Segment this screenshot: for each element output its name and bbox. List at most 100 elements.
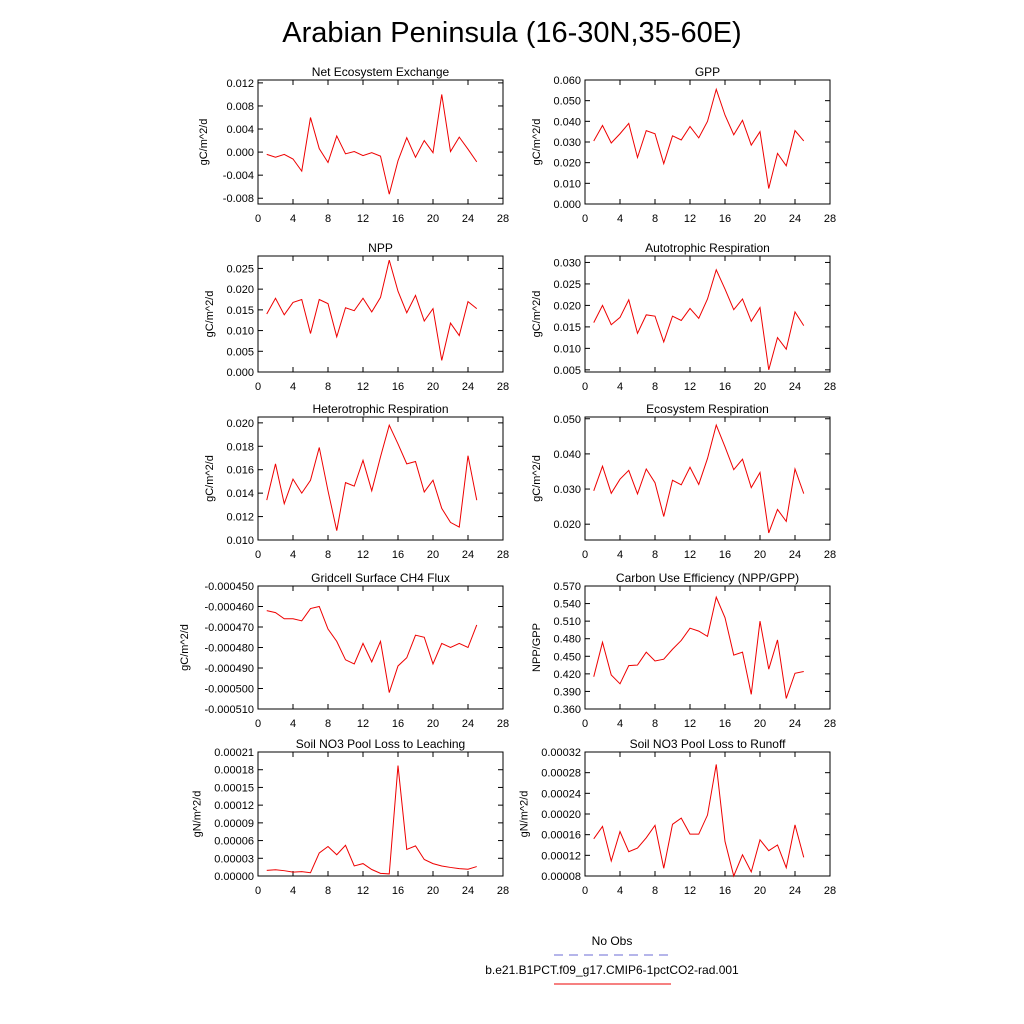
- y-tick-label: 0.00018: [214, 765, 254, 777]
- y-tick-label: 0.020: [226, 284, 254, 296]
- x-tick-label: 12: [684, 718, 696, 730]
- y-tick-label: 0.040: [553, 116, 581, 128]
- plot-frame: [584, 416, 831, 541]
- x-tick-label: 4: [290, 718, 296, 730]
- series-line: [593, 268, 805, 370]
- y-axis-label: gC/m^2/d: [531, 455, 543, 502]
- y-axis-label: gC/m^2/d: [179, 624, 191, 671]
- plot-frame: [584, 79, 831, 205]
- y-axis-label: gC/m^2/d: [204, 291, 216, 338]
- panel-soil-no3-pool-loss-to-runoff: Soil NO3 Pool Loss to Runoff 0.00008 0.000…: [519, 737, 837, 897]
- y-tick-label: 0.540: [553, 599, 581, 611]
- y-tick-label: 0.015: [553, 322, 581, 334]
- x-tick-label: 12: [684, 213, 696, 225]
- x-tick-label: 20: [427, 381, 439, 393]
- y-tick-label: 0.050: [553, 414, 581, 426]
- x-tick-label: 12: [357, 549, 369, 561]
- y-tick-label: 0.008: [226, 101, 254, 113]
- panel-gridcell-surface-ch4-flux: Gridcell Surface CH4 Flux -0.000510 -0.000…: [179, 571, 509, 730]
- y-tick-label: 0.030: [553, 257, 581, 269]
- y-tick-label: -0.000510: [204, 704, 254, 716]
- x-tick-label: 8: [652, 885, 658, 897]
- panel-soil-no3-pool-loss-to-leaching: Soil NO3 Pool Loss to Leaching 0.00000 0.0…: [192, 737, 510, 897]
- panel-title: Net Ecosystem Exchange: [312, 65, 450, 79]
- plot-frame: [257, 79, 504, 205]
- series-line: [266, 605, 478, 693]
- x-tick-label: 12: [684, 381, 696, 393]
- series-line: [593, 595, 804, 699]
- y-tick-label: 0.060: [553, 75, 581, 87]
- x-tick-label: 20: [427, 718, 439, 730]
- x-tick-label: 4: [617, 213, 623, 225]
- y-tick-label: 0.020: [226, 418, 254, 430]
- plot-frame: [257, 751, 504, 877]
- x-tick-label: 4: [617, 549, 623, 561]
- x-tick-label: 4: [290, 213, 296, 225]
- x-tick-label: 24: [789, 549, 801, 561]
- y-tick-label: 0.00024: [541, 788, 581, 800]
- y-tick-label: 0.00003: [214, 853, 254, 865]
- y-tick-label: -0.000490: [204, 663, 254, 675]
- plot-frame: [584, 585, 831, 710]
- x-tick-label: 28: [497, 549, 509, 561]
- panel-gpp: GPP 0.000 0.010 0.020 0.030 0.040 0.050 0.060 0 4…: [531, 65, 836, 225]
- x-tick-label: 28: [497, 718, 509, 730]
- x-tick-label: 12: [357, 213, 369, 225]
- panel-title: GPP: [695, 65, 720, 79]
- x-tick-label: 16: [719, 549, 731, 561]
- panel-title: Heterotrophic Respiration: [312, 402, 448, 416]
- x-tick-label: 0: [255, 718, 261, 730]
- y-tick-label: 0.030: [553, 137, 581, 149]
- series-line: [266, 423, 478, 531]
- panel-title: Autotrophic Respiration: [645, 241, 770, 255]
- x-tick-label: 8: [652, 213, 658, 225]
- x-tick-label: 20: [754, 381, 766, 393]
- x-tick-label: 20: [427, 885, 439, 897]
- legend-label-no-obs: No Obs: [592, 934, 633, 948]
- series-line: [593, 87, 805, 189]
- x-tick-label: 4: [617, 381, 623, 393]
- x-tick-label: 24: [462, 381, 474, 393]
- x-tick-label: 8: [325, 213, 331, 225]
- x-tick-label: 20: [427, 213, 439, 225]
- legend: No Obs b.e21.B1PCT.f09_g17.CMIP6-1pctCO2…: [485, 934, 739, 985]
- panel-title: NPP: [368, 241, 393, 255]
- panel-title: Soil NO3 Pool Loss to Leaching: [296, 737, 465, 751]
- y-tick-label: 0.010: [226, 326, 254, 338]
- y-tick-label: -0.000470: [204, 622, 254, 634]
- y-tick-label: 0.016: [226, 465, 254, 477]
- series-line: [266, 260, 478, 361]
- y-tick-label: 0.040: [553, 449, 581, 461]
- x-tick-label: 28: [824, 213, 836, 225]
- panel-title: Soil NO3 Pool Loss to Runoff: [630, 737, 787, 751]
- y-tick-label: 0.00028: [541, 768, 581, 780]
- y-tick-label: 0.450: [553, 651, 581, 663]
- y-tick-label: -0.000480: [204, 643, 254, 655]
- x-tick-label: 24: [789, 213, 801, 225]
- y-tick-label: 0.010: [553, 343, 581, 355]
- y-tick-label: -0.000460: [204, 602, 254, 614]
- y-tick-label: 0.360: [553, 704, 581, 716]
- y-tick-label: 0.00016: [541, 830, 581, 842]
- y-tick-label: 0.00006: [214, 836, 254, 848]
- y-tick-label: 0.025: [226, 263, 254, 275]
- y-tick-label: -0.000500: [204, 684, 254, 696]
- y-tick-label: 0.005: [553, 365, 581, 377]
- x-tick-label: 16: [392, 718, 404, 730]
- x-tick-label: 24: [789, 718, 801, 730]
- x-tick-label: 24: [789, 381, 801, 393]
- panel-title: Gridcell Surface CH4 Flux: [311, 571, 450, 585]
- x-tick-label: 8: [325, 885, 331, 897]
- series-line: [266, 765, 477, 875]
- x-tick-label: 0: [255, 885, 261, 897]
- y-axis-label: gN/m^2/d: [519, 791, 531, 838]
- y-tick-label: -0.008: [223, 193, 254, 205]
- y-tick-label: 0.005: [226, 346, 254, 358]
- y-tick-label: 0.00032: [541, 747, 581, 759]
- x-tick-label: 28: [497, 885, 509, 897]
- x-tick-label: 16: [719, 213, 731, 225]
- y-axis-label: NPP/GPP: [531, 623, 543, 672]
- x-tick-label: 12: [684, 885, 696, 897]
- x-tick-label: 16: [392, 885, 404, 897]
- x-tick-label: 4: [617, 718, 623, 730]
